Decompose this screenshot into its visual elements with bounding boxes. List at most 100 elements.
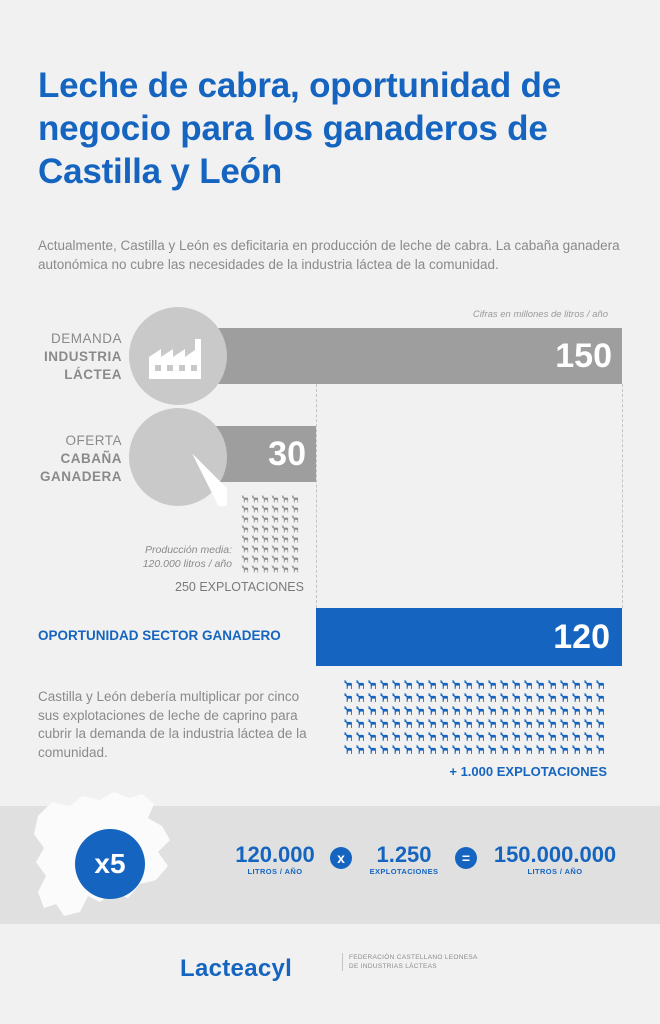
goat-icon	[474, 730, 485, 742]
goat-icon	[498, 743, 509, 755]
goat-icon	[414, 717, 425, 729]
goat-icon	[570, 743, 581, 755]
goat-icon	[426, 691, 437, 703]
goat-icon	[290, 504, 299, 513]
goat-icon	[570, 730, 581, 742]
goat-icon	[390, 704, 401, 716]
goat-icon	[426, 717, 437, 729]
goat-icon	[250, 564, 259, 573]
production-note: Producción media: 120.000 litros / año	[100, 543, 232, 571]
opportunity-bar: 120	[316, 608, 622, 666]
goat-icon	[486, 691, 497, 703]
goat-icon	[250, 494, 259, 503]
goat-icon	[342, 743, 353, 755]
goat-icon	[558, 704, 569, 716]
eq-term-total: 150.000.000 LITROS / AÑO	[484, 843, 626, 877]
goat-icon	[594, 678, 605, 690]
goat-icon	[462, 730, 473, 742]
units-note: Cifras en millones de litros / año	[472, 309, 608, 320]
goat-icon	[402, 678, 413, 690]
goat-icon	[486, 743, 497, 755]
goat-icon	[260, 544, 269, 553]
goat-icon	[240, 564, 249, 573]
goat-icon	[390, 730, 401, 742]
demand-label-line1: DEMANDA	[50, 331, 122, 346]
goat-icon	[240, 554, 249, 563]
goat-icon	[438, 704, 449, 716]
goat-icon	[558, 730, 569, 742]
goat-icon	[462, 743, 473, 755]
goat-icon	[270, 494, 279, 503]
goat-icon	[402, 704, 413, 716]
opportunity-value: 120	[553, 618, 610, 656]
goat-icon	[558, 717, 569, 729]
goat-icon	[414, 704, 425, 716]
goat-icon	[498, 691, 509, 703]
goat-icon	[129, 408, 227, 506]
goat-icon	[240, 494, 249, 503]
goat-icon	[474, 743, 485, 755]
goat-icon	[290, 544, 299, 553]
needed-farms-grid	[342, 678, 605, 755]
goat-icon	[250, 504, 259, 513]
goat-icon	[366, 717, 377, 729]
federation-line1: FEDERACIÓN CASTELLANO LEONESA	[349, 954, 478, 961]
supply-circle	[129, 408, 227, 506]
goat-icon	[290, 564, 299, 573]
federation-name: FEDERACIÓN CASTELLANO LEONESA DE INDUSTR…	[342, 953, 478, 971]
demand-value: 150	[555, 337, 612, 375]
goat-icon	[260, 504, 269, 513]
goat-icon	[354, 730, 365, 742]
goat-icon	[342, 678, 353, 690]
goat-icon	[534, 743, 545, 755]
goat-icon	[522, 678, 533, 690]
opportunity-label: OPORTUNIDAD SECTOR GANADERO	[38, 628, 281, 643]
goat-icon	[582, 704, 593, 716]
goat-icon	[558, 691, 569, 703]
goat-icon	[582, 678, 593, 690]
eq-liters-value: 120.000	[235, 842, 315, 867]
goat-icon	[414, 678, 425, 690]
goat-icon	[486, 717, 497, 729]
conclusion-text: Castilla y León debería multiplicar por …	[38, 689, 307, 760]
goat-icon	[342, 717, 353, 729]
goat-icon	[366, 691, 377, 703]
goat-icon	[474, 691, 485, 703]
goat-icon	[438, 743, 449, 755]
goat-icon	[462, 717, 473, 729]
goat-icon	[250, 534, 259, 543]
goat-icon	[250, 524, 259, 533]
goat-icon	[240, 544, 249, 553]
production-line2: 120.000 litros / año	[142, 558, 232, 570]
goat-icon	[486, 704, 497, 716]
equals-icon: =	[455, 847, 477, 869]
eq-total-unit: LITROS / AÑO	[527, 867, 583, 876]
goat-icon	[462, 704, 473, 716]
goat-icon	[270, 524, 279, 533]
goat-icon	[510, 691, 521, 703]
lacteacyl-logo: Lacteacyl	[180, 955, 293, 982]
multiply-icon: x	[330, 847, 352, 869]
goat-icon	[546, 678, 557, 690]
goat-icon	[510, 743, 521, 755]
goat-icon	[594, 743, 605, 755]
goat-icon	[366, 678, 377, 690]
goat-icon	[510, 678, 521, 690]
eq-term-liters: 120.000 LITROS / AÑO	[222, 843, 328, 877]
federation-line2: DE INDUSTRIAS LÁCTEAS	[349, 963, 437, 970]
goat-icon	[378, 730, 389, 742]
goat-icon	[402, 730, 413, 742]
goat-icon	[570, 678, 581, 690]
goat-icon	[290, 514, 299, 523]
guide-line-left	[316, 384, 317, 608]
eq-farms-unit: EXPLOTACIONES	[369, 867, 439, 876]
goat-icon	[378, 678, 389, 690]
goat-icon	[426, 704, 437, 716]
demand-label-line2: INDUSTRIA	[44, 349, 122, 364]
goat-icon	[414, 743, 425, 755]
goat-icon	[450, 730, 461, 742]
goat-icon	[570, 717, 581, 729]
goat-icon	[414, 691, 425, 703]
goat-icon	[438, 691, 449, 703]
goat-icon	[390, 717, 401, 729]
